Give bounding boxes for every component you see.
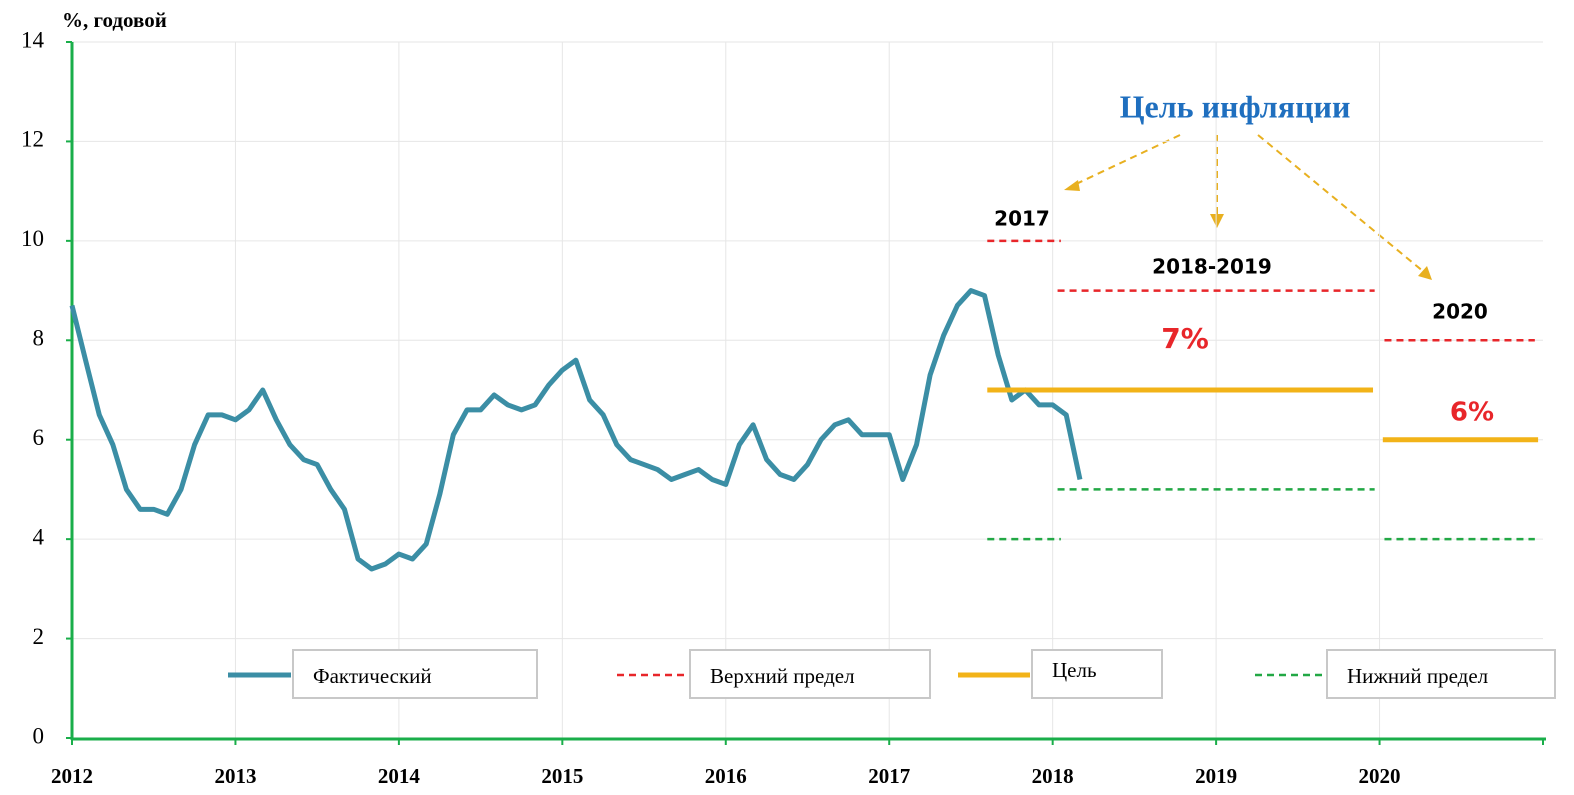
legend-label: Верхний предел [710, 664, 855, 688]
x-tick-label: 2018 [1032, 764, 1074, 788]
y-tick-label: 8 [33, 326, 45, 351]
arrow-heads [1064, 180, 1432, 280]
series-line [987, 387, 1539, 443]
annotation: Цель инфляции [1120, 88, 1351, 124]
x-tick-label: 2017 [868, 764, 910, 788]
y-tick-label: 0 [33, 723, 45, 748]
annotation-arrows [1073, 134, 1425, 273]
x-tick-label: 2020 [1359, 764, 1401, 788]
y-tick-label: 6 [33, 425, 45, 450]
y-tick-label: 12 [21, 127, 44, 152]
y-tick-label: 4 [33, 524, 45, 549]
x-tick-label: 2014 [378, 764, 421, 788]
arrow-head [1210, 214, 1224, 228]
y-tick-label: 2 [33, 624, 45, 649]
arrow [1073, 134, 1181, 186]
annotation: 2018-2019 [1152, 255, 1272, 279]
series-line [987, 239, 1535, 342]
x-tick-label: 2012 [51, 764, 93, 788]
x-tick-label: 2016 [705, 764, 747, 788]
annotation: 2017 [994, 207, 1050, 231]
x-tick-label: 2015 [541, 764, 583, 788]
y-axis-title: %, годовой [62, 8, 167, 32]
x-tick-label: 2019 [1195, 764, 1237, 788]
annotation: 7% [1161, 322, 1209, 355]
arrow [1257, 134, 1425, 273]
arrow-head [1418, 266, 1432, 280]
y-tick-label: 14 [21, 27, 45, 52]
legend-box [1031, 649, 1163, 699]
legend-label: Фактический [313, 664, 432, 688]
arrow-head [1064, 180, 1080, 191]
legend-box [1326, 649, 1556, 699]
y-tick-label: 10 [21, 226, 44, 251]
annotation: 6% [1450, 398, 1494, 428]
legend-box [292, 649, 538, 699]
legend-box [689, 649, 931, 699]
annotation: 2020 [1432, 300, 1488, 324]
legend-label: Нижний предел [1347, 664, 1488, 688]
x-tick-label: 2013 [214, 764, 256, 788]
series-line [69, 288, 1083, 572]
legend-label: Цель [1052, 658, 1097, 682]
series-line [987, 488, 1535, 541]
